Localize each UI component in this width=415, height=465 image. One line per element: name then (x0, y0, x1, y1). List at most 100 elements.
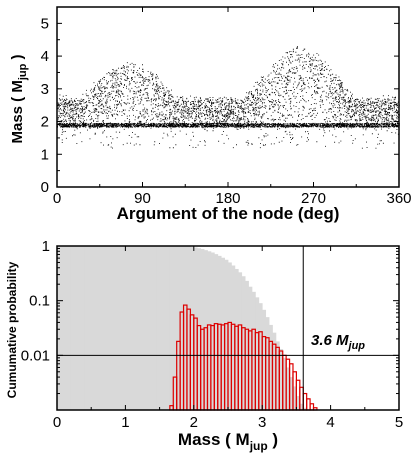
cumulative-bar (269, 324, 273, 410)
cumulative-bar (197, 248, 202, 410)
scatter-y-axis-label: Mass ( Mjup ) (9, 54, 29, 143)
cumulative-bar (299, 403, 304, 410)
cumulative-bar (231, 265, 236, 410)
probability-y-tick-label: 0.01 (21, 347, 50, 364)
probability-x-tick-label: 4 (326, 414, 334, 431)
cumulative-bar (238, 272, 243, 410)
cumulative-bar (91, 246, 96, 410)
cumulative-bar (74, 246, 78, 410)
cumulative-bar (180, 246, 184, 410)
probability-y-axis-label: Cumumative probability (5, 261, 19, 398)
cumulative-bar (115, 246, 119, 410)
cumulative-bar (251, 291, 256, 410)
scatter-y-tick-label: 4 (41, 48, 49, 65)
probability-y-tick-label: 0.1 (29, 293, 50, 310)
cumulative-bar (98, 246, 102, 410)
cumulative-bar (87, 246, 92, 410)
scatter-x-tick-label: 180 (215, 190, 240, 207)
probability-y-tick-label: 1 (42, 238, 50, 255)
cumulative-bar (286, 367, 290, 410)
probability-x-tick-label: 3 (258, 414, 266, 431)
cumulative-bar (217, 255, 222, 410)
cumulative-bar (224, 259, 229, 410)
cumulative-bar (258, 303, 263, 410)
scatter-x-tick-label: 270 (301, 190, 326, 207)
cumulative-bar (166, 246, 171, 410)
cumulative-bar (77, 246, 82, 410)
cumulative-bar (159, 246, 164, 410)
scatter-y-tick-label: 2 (41, 114, 49, 131)
cumulative-bar (142, 246, 147, 410)
cumulative-bar (128, 246, 133, 410)
probability-x-tick-label: 2 (190, 414, 198, 431)
cumulative-bar (272, 332, 277, 410)
cumulative-bar (111, 246, 116, 410)
cumulative-bar (255, 297, 260, 410)
cumulative-bar (57, 246, 61, 410)
scatter-y-tick-label: 3 (41, 81, 49, 98)
cumulative-bar (70, 246, 75, 410)
probability-ticks: 0 1 2 3 4 5 1 0.1 0.01 (21, 238, 403, 431)
cumulative-bar (289, 377, 294, 410)
cumulative-bar (163, 246, 167, 410)
cumulative-bar (63, 246, 68, 410)
cumulative-bar (204, 250, 208, 410)
probability-panel: 0 1 2 3 4 5 1 0.1 0.01 3.6 Mjup Mass ( Mjup ) Cu… (5, 238, 403, 453)
cumulative-bar (67, 246, 72, 410)
cumulative-bar (169, 246, 174, 410)
cumulative-bar (228, 262, 232, 410)
scatter-x-tick-label: 360 (386, 190, 411, 207)
cumulative-bar (80, 246, 85, 410)
cumulative-bar (108, 246, 113, 410)
cumulative-bar (118, 246, 123, 410)
scatter-points (57, 46, 400, 149)
cumulative-bar (60, 246, 65, 410)
scatter-panel: 0 90 180 270 360 0 1 2 3 4 5 Argument of the node … (9, 6, 412, 223)
scatter-x-tick-label: 90 (134, 190, 151, 207)
cumulative-bar (275, 341, 280, 410)
cumulative-bar (303, 407, 308, 410)
scatter-x-axis-label: Argument of the node (deg) (117, 204, 340, 223)
cumulative-bar (207, 251, 212, 410)
cumulative-bar (282, 357, 287, 410)
cumulative-bar (125, 246, 130, 410)
cumulative-bar (101, 246, 106, 410)
cumulative-bar (139, 246, 143, 410)
scatter-y-tick-label: 0 (41, 179, 49, 196)
cumulative-bar (241, 276, 246, 410)
scatter-x-tick-label: 0 (53, 190, 61, 207)
cumulative-bar (176, 246, 181, 410)
scatter-point-cloud (57, 46, 400, 149)
cumulative-bar (152, 246, 157, 410)
cumulative-bar (265, 317, 270, 410)
cumulative-bar (121, 246, 126, 410)
cumulative-bar (193, 247, 198, 410)
probability-x-tick-label: 0 (53, 414, 61, 431)
cumulative-bar (190, 246, 195, 410)
cumulative-bar (183, 246, 188, 410)
cumulative-bar (214, 254, 219, 410)
cumulative-bar (104, 246, 109, 410)
cumulative-bar (296, 396, 301, 410)
probability-x-axis-label: Mass ( Mjup ) (178, 430, 278, 453)
cumulative-bar (245, 280, 249, 410)
cumulative-bar (173, 246, 178, 410)
cumulative-bar (145, 246, 150, 410)
probability-x-tick-label: 5 (395, 414, 403, 431)
scatter-ticks: 0 90 180 270 360 0 1 2 3 4 5 (41, 7, 412, 207)
cumulative-bar (135, 246, 140, 410)
cumulative-bar (210, 252, 215, 410)
probability-x-tick-label: 1 (121, 414, 129, 431)
cumulative-bar (94, 246, 99, 410)
cumulative-bar (234, 268, 239, 410)
cumulative-bar (221, 257, 225, 410)
scatter-y-tick-label: 5 (41, 15, 49, 32)
cumulative-bar (279, 349, 284, 410)
cumulative-probability-area (57, 246, 308, 410)
threshold-annotation: 3.6 Mjup (311, 332, 365, 352)
cumulative-bar (132, 246, 137, 410)
scatter-y-tick-label: 1 (41, 146, 49, 163)
cumulative-bar (292, 386, 297, 410)
cumulative-bar (84, 246, 89, 410)
